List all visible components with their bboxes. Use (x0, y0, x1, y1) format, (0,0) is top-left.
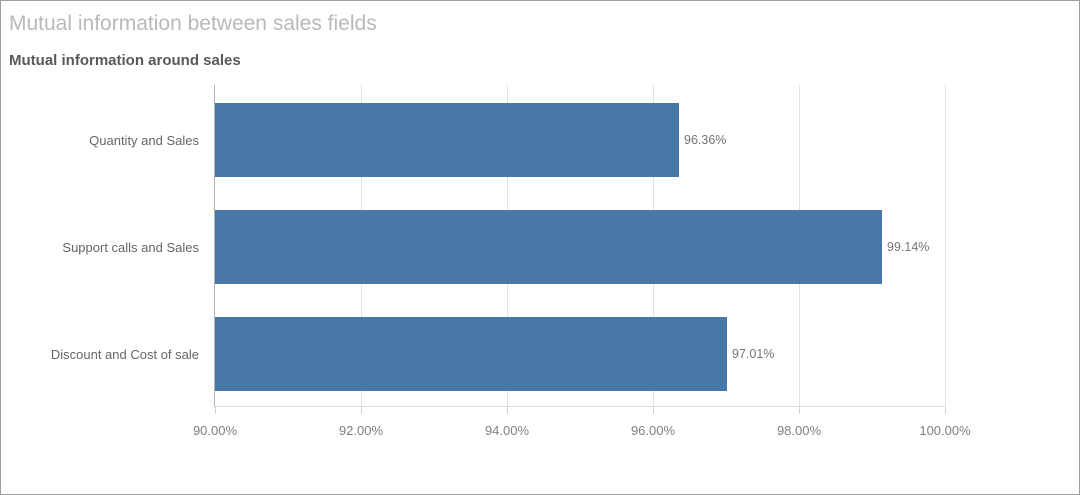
x-axis-tick-label: 92.00% (338, 423, 384, 438)
bar-quantity-and-sales[interactable]: 96.36% (215, 103, 726, 177)
y-axis-category-label: Support calls and Sales (62, 239, 199, 255)
x-axis-tick (507, 407, 508, 414)
x-axis-tick-label: 94.00% (484, 423, 530, 438)
x-axis-tick-label: 90.00% (192, 423, 238, 438)
x-axis-tick (799, 407, 800, 414)
chart-subtitle: Mutual information around sales (9, 52, 241, 69)
bar-value-label: 97.01% (732, 347, 775, 361)
chart-title: Mutual information between sales fields (9, 12, 377, 35)
x-axis-tick-label: 100.00% (919, 423, 971, 438)
plot-area: 90.00% 92.00% 94.00% 96.00% 98.00% 100.00% 96.… (51, 85, 971, 438)
x-axis-tick-label: 98.00% (776, 423, 822, 438)
y-axis-category-label: Quantity and Sales (89, 132, 199, 148)
x-axis-tick (945, 407, 946, 414)
x-axis-tick (653, 407, 654, 414)
x-axis-tick-label: 96.00% (630, 423, 676, 438)
bar-value-label: 99.14% (887, 240, 930, 254)
y-axis-category-label: Discount and Cost of sale (50, 346, 199, 362)
bar-support-calls-and-sales[interactable]: 99.14% (215, 210, 929, 284)
x-axis-tick (215, 407, 216, 414)
x-axis-tick (361, 407, 362, 414)
bar-value-label: 96.36% (684, 133, 727, 147)
bar-discount-and-cost-of-sale[interactable]: 97.01% (215, 317, 774, 391)
gridline (945, 85, 946, 406)
